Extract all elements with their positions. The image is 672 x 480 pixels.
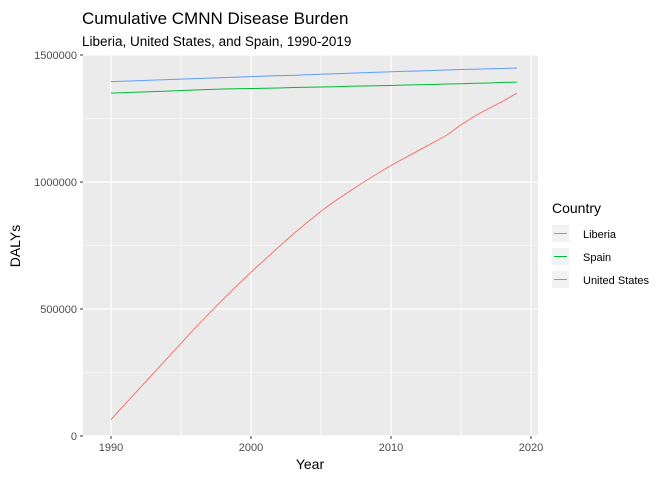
chart-subtitle: Liberia, United States, and Spain, 1990-… [82,34,351,49]
y-tick-label: 0 [71,431,77,443]
grid-major [83,54,538,437]
y-axis: 0 500000 1000000 1500000 [34,50,83,443]
legend-label-united-states: United States [583,275,650,287]
y-tick-label: 1500000 [34,50,77,62]
chart-title: Cumulative CMNN Disease Burden [82,9,348,28]
series-line-liberia [110,92,518,420]
x-tick-label: 2000 [239,442,263,454]
series-line-united-states [110,67,518,83]
x-tick-label: 1990 [99,442,123,454]
legend-label-liberia: Liberia [583,229,617,241]
legend-label-spain: Spain [583,252,611,264]
grid-minor [83,55,538,436]
x-axis: 1990 2000 2010 2020 [99,436,543,454]
y-tick-label: 500000 [40,304,77,316]
x-tick-label: 2020 [519,442,543,454]
legend: Country Liberia Spain United States [552,200,650,288]
series-lines [110,67,518,420]
y-axis-label: DALYs [7,225,23,268]
legend-title: Country [552,200,601,216]
y-tick-label: 1000000 [34,177,77,189]
x-tick-label: 2010 [379,442,403,454]
series-line-spain [110,81,518,94]
x-axis-label: Year [296,456,325,472]
